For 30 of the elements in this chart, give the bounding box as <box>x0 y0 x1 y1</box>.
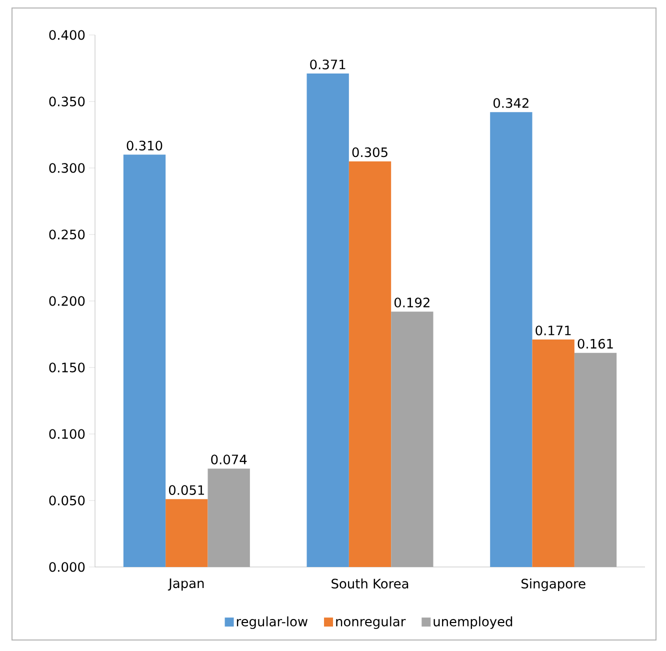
legend-label: nonregular <box>336 616 406 629</box>
data-label: 0.051 <box>168 485 204 495</box>
data-label: 0.192 <box>394 298 430 308</box>
bar <box>306 74 349 567</box>
legend-label: regular-low <box>236 616 308 629</box>
bar <box>348 161 392 567</box>
x-tick-label: South Korea <box>332 578 408 589</box>
x-tick-label: Japan <box>168 578 204 591</box>
bar <box>166 499 208 567</box>
data-label: 0.342 <box>493 98 528 108</box>
data-label: 0.171 <box>536 326 571 336</box>
data-label: 0.305 <box>352 147 388 158</box>
data-label: 0.074 <box>211 454 247 464</box>
y-tick-label: 0.250 <box>49 230 85 240</box>
y-tick-label: 0.350 <box>49 96 85 106</box>
legend-label: unemployed <box>434 616 512 629</box>
bar <box>123 154 166 567</box>
y-tick-label: 0.300 <box>49 163 85 173</box>
y-tick-label: 0.150 <box>49 362 85 372</box>
data-label: 0.310 <box>126 140 162 150</box>
bar <box>532 340 574 567</box>
y-tick-label: 0.100 <box>49 429 85 439</box>
y-tick-label: 0.050 <box>49 496 85 506</box>
data-label: 0.161 <box>578 338 613 349</box>
data-label: 0.371 <box>310 60 346 70</box>
bar <box>490 112 532 567</box>
y-tick-label: 0.000 <box>49 562 85 572</box>
y-tick-label: 0.200 <box>49 296 85 306</box>
x-tick-label: Singapore <box>522 578 586 592</box>
y-tick-label: 0.400 <box>49 30 85 40</box>
